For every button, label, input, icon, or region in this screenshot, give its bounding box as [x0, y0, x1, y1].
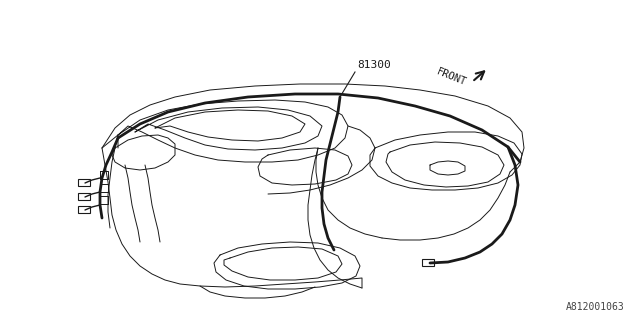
Text: A812001063: A812001063 [566, 302, 625, 312]
Text: 81300: 81300 [357, 60, 391, 70]
Bar [78, 206, 90, 213]
Bar [422, 259, 434, 266]
Bar [78, 193, 90, 200]
Bar [78, 179, 90, 186]
Text: FRONT: FRONT [435, 67, 468, 88]
